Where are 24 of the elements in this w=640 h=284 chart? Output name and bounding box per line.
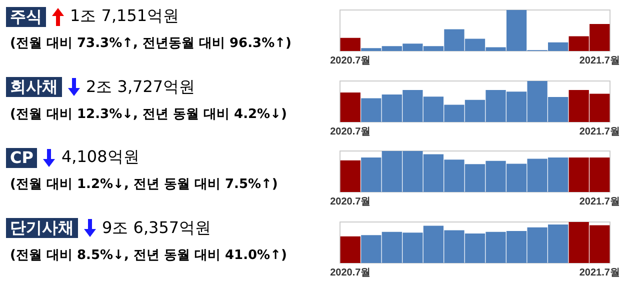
bar <box>340 92 360 122</box>
bar <box>340 236 360 262</box>
text: 2조 3,727억원 <box>86 76 196 98</box>
text: 9조 6,357억원 <box>102 218 212 238</box>
x-tick-label: 2021.7월 <box>579 267 620 278</box>
x-tick-label: 2021.7월 <box>579 56 620 66</box>
text: (전월 대비 1.2%↓, 전년 동월 대비 7.5%↑) <box>10 176 278 193</box>
bar <box>340 160 360 192</box>
text: 주식 <box>6 6 46 26</box>
x-tick-label: 2020.7월 <box>330 196 371 208</box>
x-tick-label: 2020.7월 <box>330 126 371 137</box>
x-tick-label: 2020.7월 <box>330 267 371 278</box>
x-tick-label: 2020.7월 <box>330 56 371 66</box>
text: 단기사채 <box>6 218 78 238</box>
text: (전월 대비 73.3%↑, 전년동월 대비 96.3%↑) <box>10 35 292 52</box>
x-tick-label: 2021.7월 <box>579 196 620 208</box>
text: (전월 대비 12.3%↓, 전년 동월 대비 4.2%↓) <box>10 106 287 122</box>
text: 회사채 <box>6 77 62 97</box>
text: (전월 대비 8.5%↓, 전년 동월 대비 41.0%↑) <box>10 246 287 264</box>
text: CP <box>6 148 38 168</box>
text: 1조 7,151억원 <box>70 6 180 27</box>
x-tick-label: 2021.7월 <box>579 126 620 137</box>
bar <box>340 38 360 51</box>
text: 4,108억원 <box>61 147 140 168</box>
